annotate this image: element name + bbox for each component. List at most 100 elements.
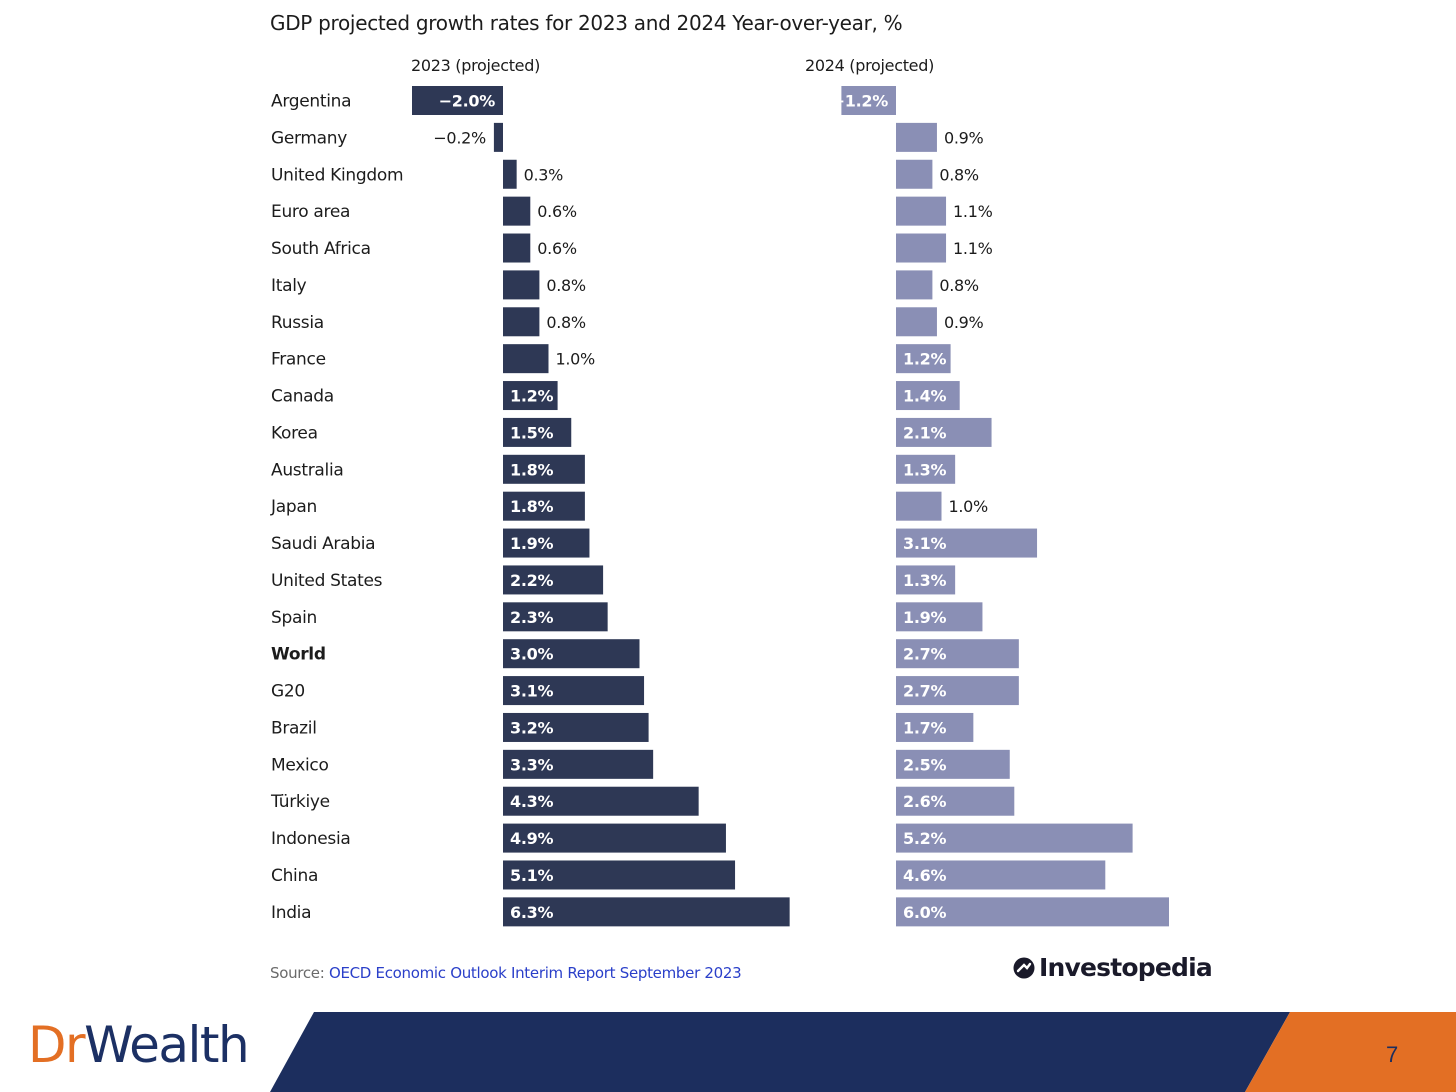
series-header-1: 2023 (projected) [411,56,540,75]
bar-2024 [896,381,960,411]
bar-2023 [412,86,503,115]
data-label-2024: 3.1% [903,534,946,553]
data-label-2023: 0.6% [537,239,577,258]
category-label: United States [271,571,383,591]
bar-2024 [896,122,937,152]
bar-2023 [503,639,640,669]
bar-2023 [503,454,585,484]
data-label-2023: 1.2% [510,387,553,406]
bar-2023 [503,307,540,337]
bar-2023 [503,233,531,263]
bar-2023 [503,712,649,742]
category-label: China [271,866,318,886]
data-label-2024: 2.7% [903,645,946,664]
bar-2024 [896,196,947,226]
data-label-2023: 4.3% [510,792,553,811]
data-label-2024: 1.2% [903,350,946,369]
data-label-2024: 1.0% [949,497,989,516]
investopedia-wordmark: Investopedia [1039,953,1213,982]
category-label: Argentina [271,92,351,112]
bar-2023 [503,528,590,558]
bar-2023 [503,381,558,411]
bar-2023 [493,122,503,152]
drwealth-logo: DrWealth [28,1012,250,1078]
page-number: 7 [1386,1042,1399,1067]
investopedia-mark-icon [1013,957,1035,978]
data-label-2024: 2.5% [903,755,946,774]
data-label-2024: 0.9% [944,128,984,147]
bar-2023 [503,344,549,374]
data-label-2023: 2.2% [510,571,553,590]
bar-2024 [896,307,937,337]
bar-2024 [896,823,1133,853]
data-label-2024: 1.1% [953,202,993,221]
category-label: G20 [271,682,305,702]
data-label-2023: 3.0% [510,645,553,664]
data-label-2024: 1.3% [903,571,946,590]
category-label: Japan [270,497,317,517]
bar-2024 [896,749,1010,779]
bar-2024 [896,639,1019,669]
data-label-2023: 3.1% [510,682,553,701]
bar-2023 [503,417,572,447]
data-label-2024: 6.0% [903,903,946,922]
bar-chart: 2023 (projected) 2024 (projected) Argentin… [270,56,1169,927]
category-label: Mexico [271,755,329,775]
bar-2024 [896,565,956,595]
bar-2024 [896,454,956,484]
source-link[interactable]: OECD Economic Outlook Interim Report Sep… [328,964,742,982]
category-label: South Africa [271,239,371,259]
bar-2024 [841,86,896,115]
footer-navy-band [270,1012,1290,1092]
bar-2023 [503,676,645,706]
bar-2023 [503,860,736,890]
category-label: Russia [271,313,324,333]
bar-2024 [896,528,1038,558]
category-label: Korea [271,423,318,443]
data-label-2024: 0.9% [944,313,984,332]
bar-2024 [896,417,992,447]
data-label-2024: 4.6% [903,866,946,885]
data-label-2024: 1.1% [953,239,993,258]
category-label: United Kingdom [271,165,403,185]
bar-2023 [503,565,604,595]
bar-2023 [503,749,654,779]
category-label: Spain [271,608,317,628]
drwealth-logo-wealth: Wealth [84,1016,250,1074]
data-label-2023: 0.3% [524,165,564,184]
data-label-2024: 0.8% [939,276,979,295]
category-label: Euro area [271,202,350,222]
chart-title: GDP projected growth rates for 2023 and … [270,11,903,35]
drwealth-logo-dr: Dr [28,1016,86,1074]
bar-2024 [896,233,947,263]
category-label: Canada [271,387,334,407]
category-label: Indonesia [271,829,351,849]
category-label: World [271,645,326,665]
data-label-2023: 2.3% [510,608,553,627]
bar-2023 [503,491,585,521]
category-label: Türkiye [270,792,330,812]
bar-2023 [503,196,531,226]
category-label: Germany [271,128,347,148]
category-label: Italy [271,276,307,296]
category-label: France [271,350,326,370]
bar-2023 [503,602,608,632]
data-label-2024: 0.8% [939,165,979,184]
category-label: India [271,903,311,923]
data-label-2024: 1.4% [903,387,946,406]
bar-2024 [896,676,1019,706]
category-label: Australia [271,460,344,480]
bar-2023 [503,897,790,927]
data-label-2023: 3.3% [510,755,553,774]
data-label-2023: 6.3% [510,903,553,922]
source-prefix: Source: [270,964,329,982]
source-note: Source: OECD Economic Outlook Interim Re… [270,964,742,982]
bar-2024 [896,860,1106,890]
bar-2023 [503,159,517,189]
series-header-2: 2024 (projected) [805,56,934,75]
bar-2024 [896,491,942,521]
category-label: Saudi Arabia [271,534,375,554]
data-label-2023: −0.2% [433,128,486,147]
data-label-2023: 1.9% [510,534,553,553]
data-label-2023: 1.5% [510,423,553,442]
